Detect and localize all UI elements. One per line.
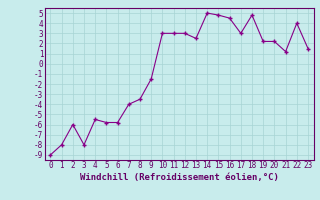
X-axis label: Windchill (Refroidissement éolien,°C): Windchill (Refroidissement éolien,°C) xyxy=(80,173,279,182)
